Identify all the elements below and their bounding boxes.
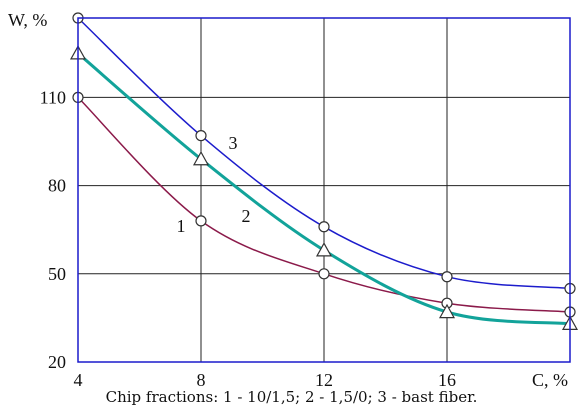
triangle-marker — [438, 303, 456, 319]
circle-marker — [318, 221, 330, 233]
y-tick-label: 50 — [48, 264, 66, 284]
circle-marker — [441, 271, 453, 283]
series-markers — [69, 12, 579, 330]
y-tick-label: 20 — [48, 352, 66, 372]
plot-frame — [77, 17, 571, 363]
curve-label-3: 3 — [229, 133, 238, 153]
triangle-marker — [192, 150, 210, 166]
x-tick-label: 4 — [74, 370, 83, 390]
x-axis-title: C, % — [532, 370, 568, 390]
x-tick-label: 8 — [197, 370, 206, 390]
curve-label-1: 1 — [177, 216, 186, 236]
y-axis-title: W, % — [8, 10, 47, 30]
y-tick-label: 110 — [40, 87, 66, 107]
curve-label-2: 2 — [242, 206, 251, 226]
circle-marker — [195, 215, 207, 227]
y-tick-label: 80 — [48, 176, 66, 196]
curve-labels: 1 2 3 — [177, 133, 251, 236]
triangle-marker — [315, 242, 333, 257]
x-tick-label: 16 — [438, 370, 456, 390]
x-tick-label: 12 — [315, 370, 333, 390]
figure-caption: Chip fractions: 1 - 10/1,5; 2 - 1,5/0; 3… — [105, 388, 478, 406]
circle-marker — [195, 130, 207, 142]
circle-marker — [318, 268, 330, 280]
grid-lines — [78, 18, 570, 362]
